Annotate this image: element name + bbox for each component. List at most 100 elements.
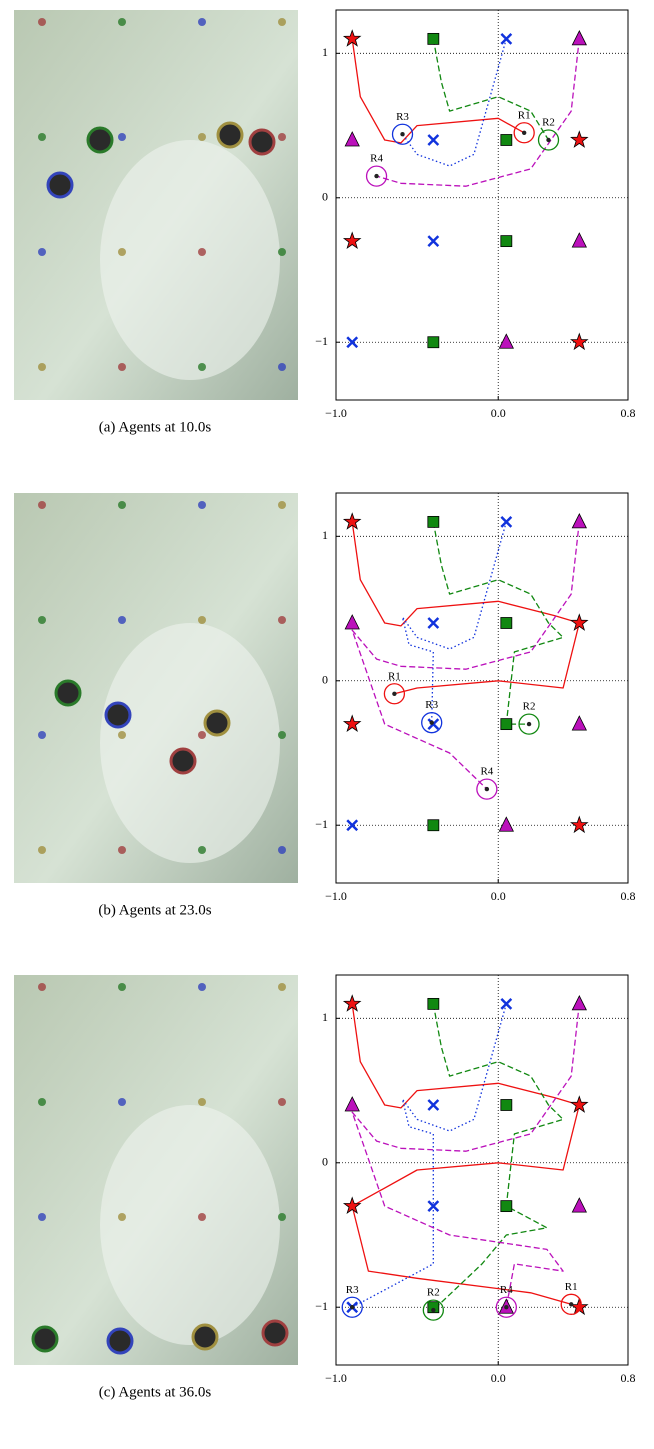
target-triangle [571, 29, 587, 46]
target-star [570, 332, 589, 351]
target-cross [427, 134, 440, 146]
target-cross [346, 336, 359, 349]
robot-label: R4 [500, 1284, 513, 1296]
target-square [427, 997, 440, 1010]
target-square [427, 515, 440, 528]
robot-label: R1 [565, 1281, 578, 1293]
robot-center [392, 691, 397, 696]
photo-marker [38, 133, 46, 141]
y-tick-label: 0 [322, 190, 328, 204]
photo-marker [38, 501, 46, 509]
trajectory [351, 1003, 580, 1305]
trajectory [432, 1003, 564, 1311]
target-triangle [344, 614, 360, 630]
photo-marker [278, 18, 286, 26]
robot-label: R4 [370, 153, 383, 165]
robot-label: R3 [425, 699, 438, 711]
plot: −1.0 0.0 0.8 −1 0 1 R1 R2 R3 R4 [315, 974, 636, 1385]
robot-label: R3 [396, 111, 409, 123]
photo-robot [248, 128, 276, 156]
robot-center [484, 786, 490, 792]
caption: (b) Agents at 23.0s [98, 902, 211, 918]
robot [495, 1296, 517, 1318]
target-star [570, 815, 589, 834]
photo-marker [118, 18, 126, 26]
photo-marker [118, 1098, 126, 1106]
y-tick-label: −1 [315, 1299, 328, 1313]
target-star [570, 613, 589, 631]
x-tick-label: −1.0 [325, 406, 347, 420]
photo [14, 975, 298, 1365]
robot [391, 123, 414, 145]
photo-marker [278, 1213, 286, 1221]
robot [518, 713, 540, 735]
target-square [500, 1200, 513, 1213]
x-tick-label: 0.0 [491, 1371, 506, 1385]
photo-marker [38, 846, 46, 854]
target-star [570, 1297, 589, 1316]
target-triangle [498, 816, 514, 832]
photo [14, 10, 298, 400]
target-triangle [344, 1096, 360, 1112]
photo-robot [46, 171, 74, 199]
photo-robot [261, 1319, 289, 1347]
target-cross [427, 1099, 440, 1111]
plot: −1.0 0.0 0.8 −1 0 1 R1 R2 R3 R4 [315, 9, 636, 420]
target-square [500, 134, 513, 146]
photo-robot [216, 121, 244, 149]
photo-marker [38, 1213, 46, 1221]
target-star [570, 1095, 589, 1113]
photo-marker [118, 363, 126, 371]
photo-robot [104, 701, 132, 729]
x-tick-label: −1.0 [325, 889, 347, 903]
target-square [500, 235, 513, 248]
photo-marker [278, 616, 286, 624]
photo-marker [198, 1098, 206, 1106]
photo-marker [198, 1213, 206, 1221]
photo-marker [118, 846, 126, 854]
photo-marker [118, 501, 126, 509]
robot [560, 1293, 582, 1315]
target-star [570, 130, 589, 148]
y-tick-label: −1 [315, 334, 328, 348]
y-tick-label: 0 [322, 673, 328, 687]
robot-center [431, 1307, 436, 1313]
photo-marker [198, 133, 206, 141]
caption: (a) Agents at 10.0s [99, 419, 212, 435]
robot [383, 683, 406, 705]
photo-robot [106, 1327, 134, 1355]
robot-label: R2 [542, 117, 555, 129]
x-tick-label: −1.0 [325, 1371, 347, 1385]
plot-frame [335, 974, 629, 1366]
trajectory [432, 521, 564, 725]
photo-marker [198, 983, 206, 991]
trajectory [401, 521, 507, 723]
robot-label: R1 [388, 670, 401, 682]
trajectory [351, 1003, 507, 1308]
target-triangle [498, 333, 514, 349]
target-star [342, 512, 362, 530]
target-cross [346, 819, 359, 832]
robot-label: R3 [346, 1284, 359, 1296]
target-square [500, 1099, 513, 1111]
trajectory [401, 38, 507, 167]
trajectory [351, 1003, 580, 1308]
photo-marker [278, 731, 286, 739]
photo-marker [278, 1098, 286, 1106]
photo-marker [198, 363, 206, 371]
photo-marker [198, 248, 206, 256]
robot [421, 712, 443, 734]
photo [14, 493, 298, 883]
photo-marker [38, 731, 46, 739]
y-tick-label: 0 [322, 1155, 328, 1169]
photo-marker [278, 248, 286, 256]
x-tick-label: 0.8 [621, 406, 636, 420]
photo-marker [38, 18, 46, 26]
target-star [342, 714, 362, 732]
photo-marker [38, 248, 46, 256]
target-star [342, 994, 362, 1012]
target-triangle [571, 232, 587, 248]
photo-marker [198, 846, 206, 854]
